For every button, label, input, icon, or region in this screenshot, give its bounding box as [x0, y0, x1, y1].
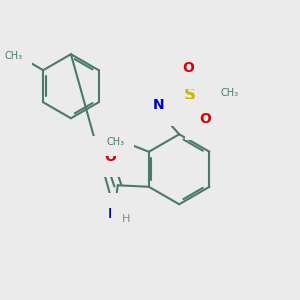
Text: H: H — [144, 101, 152, 111]
Text: O: O — [199, 112, 211, 127]
Text: CH₃: CH₃ — [106, 137, 124, 147]
Text: N: N — [153, 98, 164, 112]
Text: CH₃: CH₃ — [220, 88, 238, 98]
Text: H: H — [122, 214, 130, 224]
Text: CH₃: CH₃ — [4, 51, 22, 61]
Text: O: O — [182, 61, 194, 75]
Text: S: S — [184, 86, 196, 104]
Text: O: O — [104, 149, 116, 164]
Text: N: N — [107, 207, 119, 221]
